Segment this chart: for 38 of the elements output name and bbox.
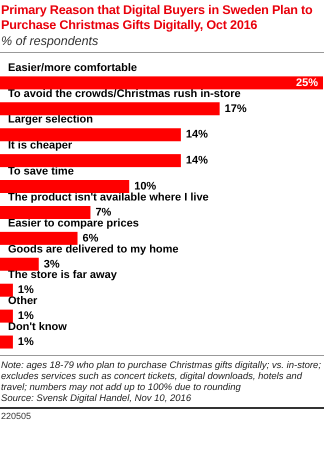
source-note: Source: Svensk Digital Handel, Nov 10, 2016	[1, 393, 192, 404]
bar	[0, 180, 130, 194]
y-tick-label: It is cheaper	[8, 140, 73, 152]
bar	[0, 232, 78, 245]
data-label: 1%	[18, 284, 34, 296]
y-tick-label: Easier/more comfortable	[8, 62, 137, 74]
bar	[0, 258, 39, 271]
data-label: 3%	[44, 258, 60, 270]
y-tick-label: The store is far away	[8, 269, 118, 282]
bar	[0, 128, 181, 142]
chart-title: Primary Reason that Digital Buyers in Sweden Plan to Purchase Christmas Gifts Digitally, Oct 2016	[0, 2, 314, 33]
y-tick-label: Easier to compare prices	[8, 217, 139, 230]
y-tick-label: To save time	[8, 166, 74, 178]
data-label: 7%	[95, 206, 112, 218]
bar	[0, 284, 13, 297]
text: 220505	[0, 410, 32, 423]
y-tick-label: Larger selection	[8, 114, 94, 126]
data-label: 10%	[134, 180, 156, 193]
text: Note: ages 18-79 who plan to purchase Christmas gifts digitally; vs. in-store; excludes services such as concert tickets, digital downloads, hotels and travel; numbers may not add up to 100% due to rounding	[1, 360, 322, 393]
data-label: 14%	[186, 128, 208, 141]
y-tick-label: To avoid the crowds/Christmas rush in-store	[8, 88, 241, 100]
data-label: 6%	[82, 232, 99, 244]
data-label: 1%	[18, 336, 34, 348]
data-label: 1%	[18, 310, 34, 322]
bar	[0, 336, 13, 349]
y-tick-label: The product isn't available where I live	[8, 191, 209, 204]
data-label: 17%	[224, 102, 247, 115]
bar	[0, 154, 181, 168]
y-tick-label: Other	[8, 295, 38, 308]
data-label: 14%	[186, 154, 208, 167]
bar	[0, 76, 323, 90]
y-tick-label: Goods are delivered to my home	[8, 243, 179, 256]
data-label: 25%	[296, 76, 318, 89]
bar	[0, 102, 220, 116]
y-tick-label: Don't know	[8, 321, 68, 334]
bar	[0, 206, 90, 219]
chart-subtitle: % of respondents	[0, 33, 324, 53]
bar	[0, 310, 13, 323]
